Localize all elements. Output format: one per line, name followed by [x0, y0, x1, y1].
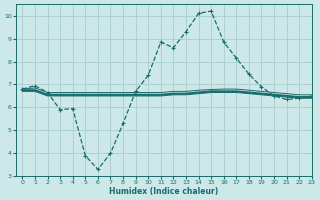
- X-axis label: Humidex (Indice chaleur): Humidex (Indice chaleur): [109, 187, 219, 196]
